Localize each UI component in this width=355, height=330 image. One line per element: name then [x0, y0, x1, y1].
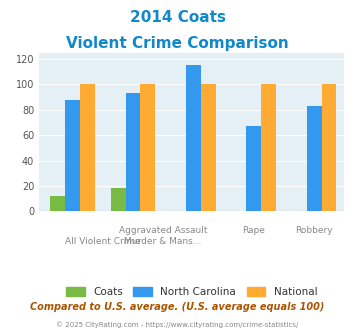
Bar — [201, 84, 215, 211]
Text: Aggravated Assault: Aggravated Assault — [119, 226, 207, 235]
Bar — [261, 84, 276, 211]
Legend: Coats, North Carolina, National: Coats, North Carolina, National — [62, 282, 322, 301]
Text: Violent Crime Comparison: Violent Crime Comparison — [66, 36, 289, 51]
Text: 2014 Coats: 2014 Coats — [130, 10, 225, 25]
Bar — [50, 196, 65, 211]
Text: Compared to U.S. average. (U.S. average equals 100): Compared to U.S. average. (U.S. average … — [30, 302, 325, 312]
Bar — [80, 84, 95, 211]
Bar — [111, 188, 126, 211]
Text: Robbery: Robbery — [295, 226, 333, 235]
Bar — [307, 106, 322, 211]
Bar — [126, 93, 140, 211]
Bar — [140, 84, 155, 211]
Bar — [186, 65, 201, 211]
Text: Murder & Mans...: Murder & Mans... — [125, 237, 202, 246]
Bar — [322, 84, 336, 211]
Text: © 2025 CityRating.com - https://www.cityrating.com/crime-statistics/: © 2025 CityRating.com - https://www.city… — [56, 322, 299, 328]
Bar — [65, 100, 80, 211]
Bar — [246, 126, 261, 211]
Text: Rape: Rape — [242, 226, 265, 235]
Text: All Violent Crime: All Violent Crime — [65, 237, 141, 246]
